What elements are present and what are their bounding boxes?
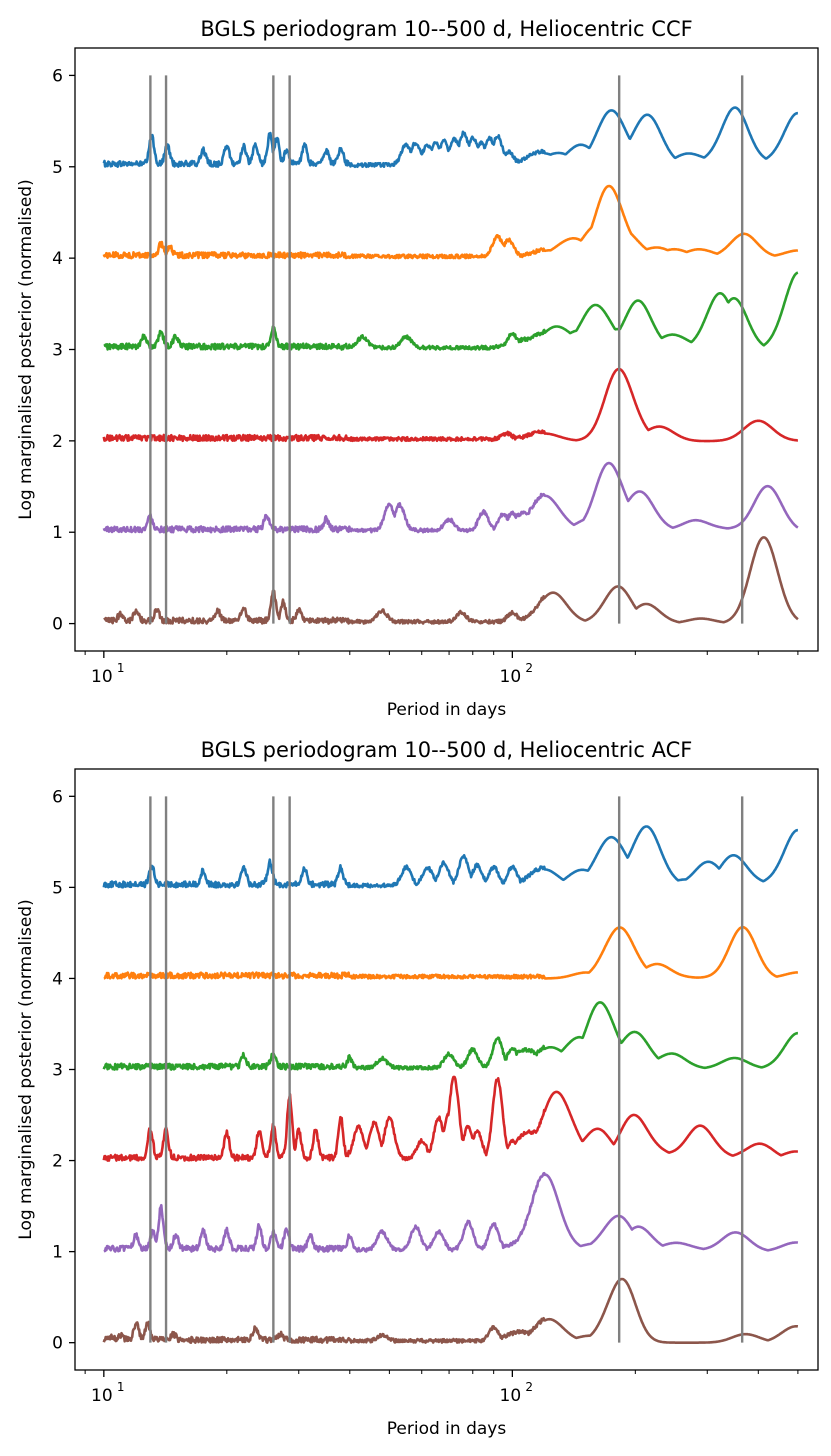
chart-panel-1: BGLS periodogram 10--500 d, Heliocentric… (16, 17, 819, 720)
x-tick-label: 10 (91, 667, 113, 687)
series-line-3 (103, 271, 799, 351)
chart-title: BGLS periodogram 10--500 d, Heliocentric… (201, 738, 693, 762)
chart-title: BGLS periodogram 10--500 d, Heliocentric… (200, 17, 692, 41)
y-tick-label: 4 (52, 969, 63, 989)
x-axis-label: Period in days (387, 700, 507, 720)
y-tick-label: 6 (52, 66, 63, 86)
series-line-5 (103, 1171, 799, 1253)
x-tick-label: 10 (500, 667, 522, 687)
series-line-5 (102, 461, 799, 534)
series-line-2 (102, 184, 799, 260)
x-axis-label: Period in days (387, 1419, 507, 1439)
y-tick-label: 6 (52, 787, 63, 807)
y-axis-label: Log marginalised posterior (normalised) (16, 899, 36, 1239)
series-line-6 (103, 536, 799, 625)
x-tick-label: 10 (500, 1386, 522, 1406)
x-tick-exponent: 2 (525, 661, 533, 675)
y-axis-label: Log marginalised posterior (normalised) (16, 179, 36, 519)
y-tick-label: 0 (52, 615, 63, 635)
chart-panel-2: BGLS periodogram 10--500 d, Heliocentric… (16, 738, 819, 1439)
y-tick-label: 1 (52, 523, 63, 543)
x-tick-exponent: 1 (117, 661, 125, 675)
plot-area (102, 75, 799, 625)
y-tick-label: 2 (52, 432, 63, 452)
x-tick-exponent: 2 (525, 1380, 533, 1394)
y-tick-label: 3 (52, 341, 63, 361)
y-tick-label: 4 (52, 249, 63, 269)
axes-frame (74, 768, 819, 1371)
series-line-2 (103, 925, 799, 980)
series-line-4 (102, 1075, 799, 1162)
series-line-6 (102, 1277, 799, 1344)
y-tick-label: 5 (52, 158, 63, 178)
y-tick-label: 5 (52, 878, 63, 898)
plot-area (102, 796, 799, 1344)
y-tick-label: 2 (52, 1152, 63, 1172)
x-tick-exponent: 1 (117, 1380, 125, 1394)
series-line-3 (102, 1001, 799, 1071)
y-tick-label: 0 (52, 1334, 63, 1354)
series-line-4 (102, 367, 799, 443)
series-line-1 (102, 825, 799, 889)
y-tick-label: 3 (52, 1061, 63, 1081)
x-tick-label: 10 (91, 1386, 113, 1406)
series-line-1 (102, 106, 799, 169)
y-tick-label: 1 (52, 1243, 63, 1263)
